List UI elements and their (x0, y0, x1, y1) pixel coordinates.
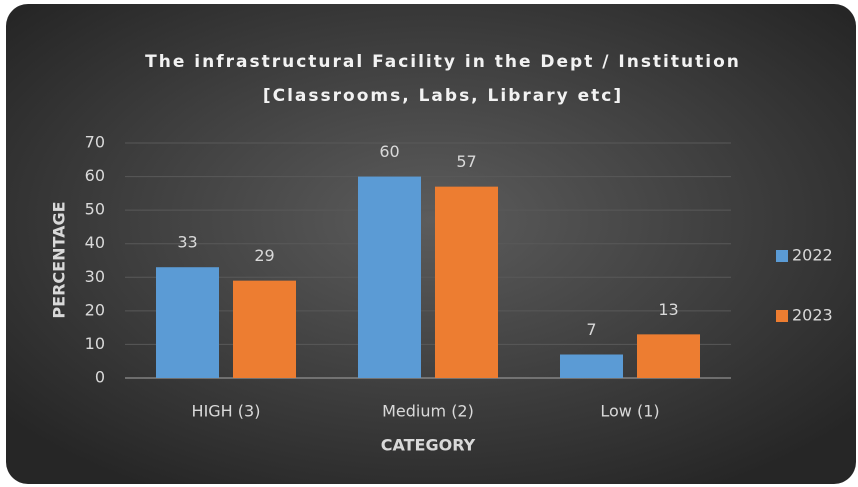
data-label: 60 (379, 142, 399, 161)
legend-swatch (776, 250, 788, 262)
y-tick-label: 0 (95, 368, 105, 387)
bar (560, 354, 623, 378)
y-tick-label: 20 (85, 300, 105, 319)
bar (435, 186, 498, 378)
y-tick-label: 70 (85, 133, 105, 152)
y-tick-label: 40 (85, 233, 105, 252)
bar (637, 334, 700, 378)
y-tick-label: 60 (85, 166, 105, 185)
chart-title: [Classrooms, Labs, Library etc] (263, 86, 623, 106)
y-tick-label: 50 (85, 200, 105, 219)
y-axis-label: PERCENTAGE (50, 201, 69, 318)
x-axis-label: CATEGORY (381, 436, 476, 455)
data-label: 7 (586, 320, 596, 339)
data-label: 57 (456, 152, 476, 171)
legend-label: 2022 (792, 246, 833, 265)
x-tick-label: Medium (2) (382, 402, 474, 421)
chart-title: The infrastructural Facility in the Dept… (145, 52, 741, 72)
y-tick-label: 10 (85, 334, 105, 353)
data-label: 13 (658, 300, 678, 319)
legend-label: 2023 (792, 306, 833, 325)
bar (358, 176, 421, 378)
data-label: 33 (177, 233, 197, 252)
data-label: 29 (254, 246, 274, 265)
bar (233, 280, 296, 378)
legend-swatch (776, 310, 788, 322)
y-tick-label: 30 (85, 267, 105, 286)
x-tick-label: HIGH (3) (192, 402, 261, 421)
bar (156, 267, 219, 378)
x-tick-label: Low (1) (600, 402, 659, 421)
